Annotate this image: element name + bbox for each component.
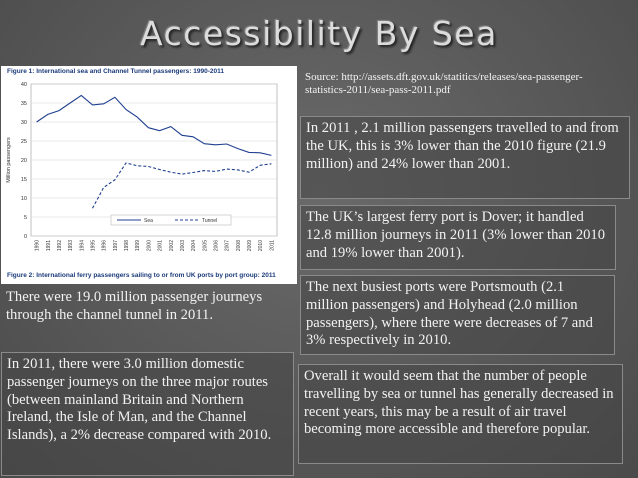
x-tick-label: 1996 <box>102 240 108 251</box>
y-tick-label: 5 <box>24 215 27 221</box>
passenger-stats-box: In 2011 , 2.1 million passengers travell… <box>300 116 630 199</box>
figure1-caption: Figure 1: International sea and Channel … <box>7 68 224 75</box>
portsmouth-holyhead-box: The next busiest ports were Portsmouth (… <box>300 275 615 355</box>
legend-label-tunnel: Tunnel <box>202 218 217 224</box>
conclusion-box: Overall it would seem that the number of… <box>298 364 623 464</box>
x-tick-label: 2006 <box>214 240 220 251</box>
x-tick-label: 2004 <box>191 240 197 251</box>
x-tick-label: 2001 <box>158 240 164 251</box>
x-tick-label: 2008 <box>236 240 242 251</box>
line-chart: 0 5 10 15 20 25 30 35 40 Million passengers 1990 19… <box>6 82 278 251</box>
series-line-tunnel <box>92 162 272 209</box>
domestic-journeys-box: In 2011, there were 3.0 million domestic… <box>1 352 294 476</box>
x-tick-label: 1998 <box>124 240 130 251</box>
x-tick-label: 2000 <box>146 240 152 251</box>
slide-title: Accessibility By Sea <box>140 14 498 53</box>
channel-tunnel-text: There were 19.0 million passenger journe… <box>6 289 263 323</box>
x-tick-label: 2011 <box>269 240 275 251</box>
x-tick-label: 1999 <box>135 240 141 251</box>
x-tick-label: 2003 <box>180 240 186 251</box>
x-tick-label: 1994 <box>79 240 85 251</box>
figure-panel: Figure 1: International sea and Channel … <box>1 66 297 284</box>
x-tick-label: 1993 <box>68 240 74 251</box>
y-tick-label: 10 <box>21 196 27 202</box>
figure2-caption: Figure 2: International ferry passengers… <box>7 272 276 279</box>
dover-box: The UK’s largest ferry port is Dover; it… <box>300 205 616 270</box>
y-tick-label: 40 <box>21 82 27 88</box>
y-tick-label: 15 <box>21 177 27 183</box>
x-tick-label: 2002 <box>169 240 175 251</box>
y-tick-label: 0 <box>24 234 27 240</box>
x-tick-label: 1995 <box>91 240 97 251</box>
y-tick-label: 35 <box>21 101 27 107</box>
x-tick-label: 2009 <box>247 240 253 251</box>
x-tick-label: 1997 <box>113 240 119 251</box>
x-tick-label: 1991 <box>46 240 52 251</box>
x-tick-label: 2007 <box>225 240 231 251</box>
y-tick-label: 20 <box>21 158 27 164</box>
y-tick-label: 30 <box>21 120 27 126</box>
source-text: Source: http://assets.dft.gov.uk/statiti… <box>305 71 583 97</box>
x-tick-label: 2010 <box>258 240 264 251</box>
legend-box <box>110 214 232 226</box>
legend-label-sea: Sea <box>144 218 153 224</box>
series-line-sea <box>36 94 272 156</box>
y-axis-label: Million passengers <box>6 137 12 183</box>
y-tick-label: 25 <box>21 139 27 145</box>
x-tick-label: 1990 <box>35 240 41 251</box>
x-tick-label: 1992 <box>57 240 63 251</box>
x-tick-label: 2005 <box>202 240 208 251</box>
